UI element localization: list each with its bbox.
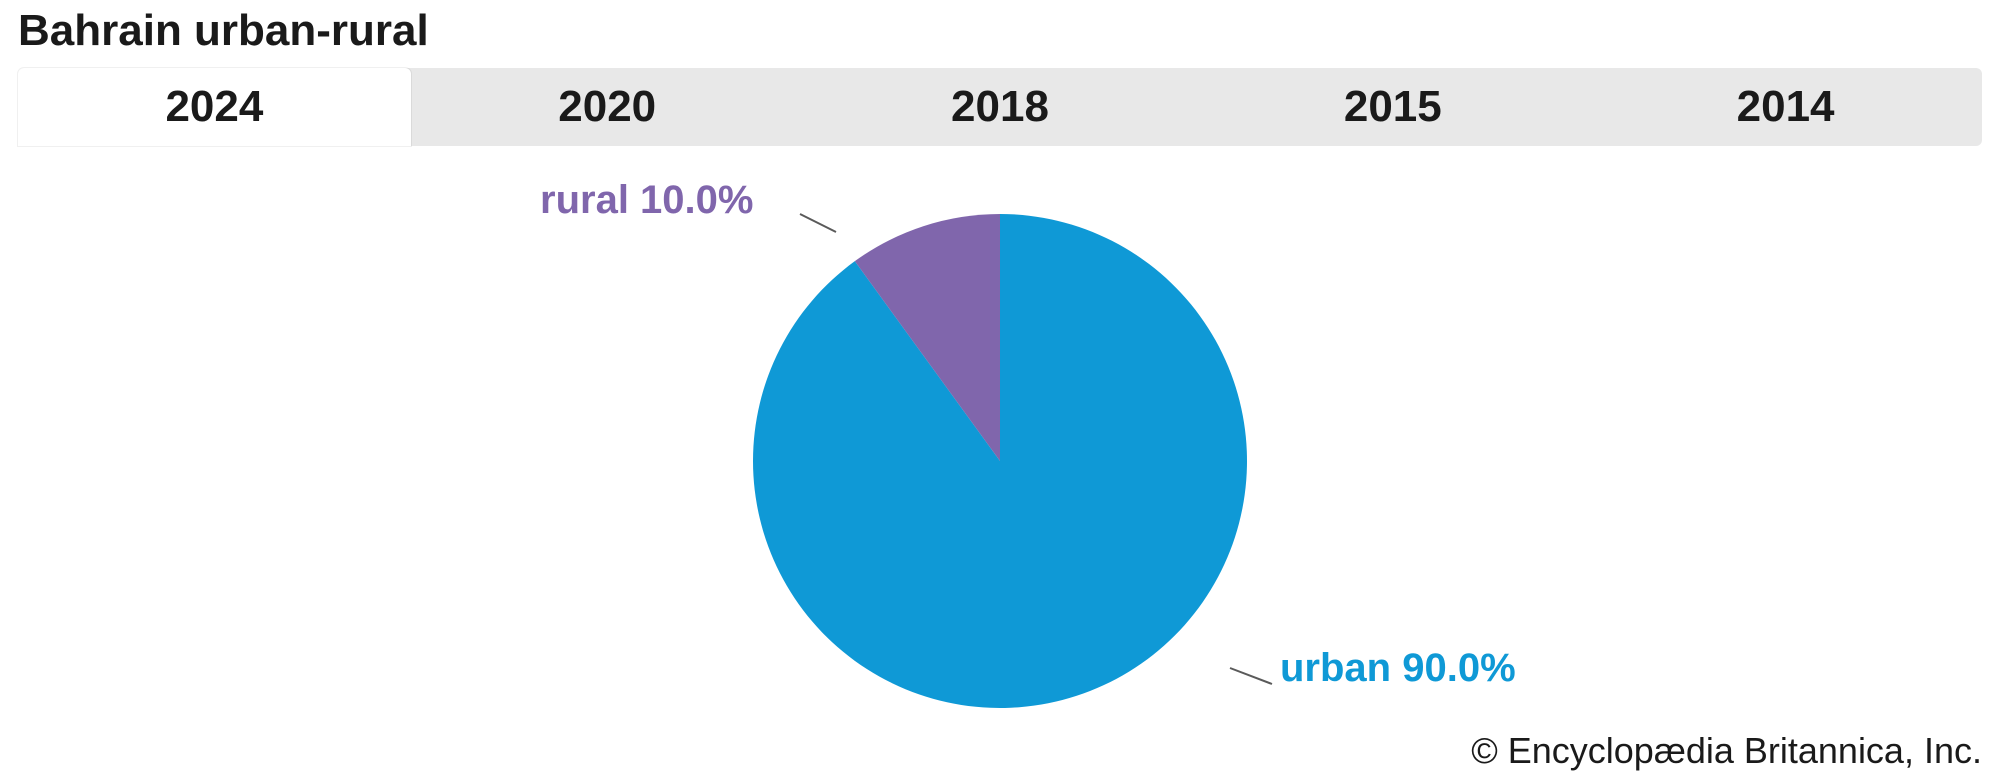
tab-2018[interactable]: 2018 <box>804 68 1197 146</box>
tab-2015[interactable]: 2015 <box>1196 68 1589 146</box>
tab-2014[interactable]: 2014 <box>1589 68 1982 146</box>
pie-chart: rural 10.0% urban 90.0% <box>0 146 2000 726</box>
label-rural: rural 10.0% <box>540 178 753 223</box>
pie-svg <box>753 214 1247 708</box>
year-tabbar: 2024 2020 2018 2015 2014 <box>18 68 1982 146</box>
label-urban: urban 90.0% <box>1280 646 1516 691</box>
page-title: Bahrain urban-rural <box>18 6 429 56</box>
copyright-text: © Encyclopædia Britannica, Inc. <box>1471 730 1982 772</box>
tab-2020[interactable]: 2020 <box>411 68 804 146</box>
tab-2024[interactable]: 2024 <box>18 68 411 146</box>
